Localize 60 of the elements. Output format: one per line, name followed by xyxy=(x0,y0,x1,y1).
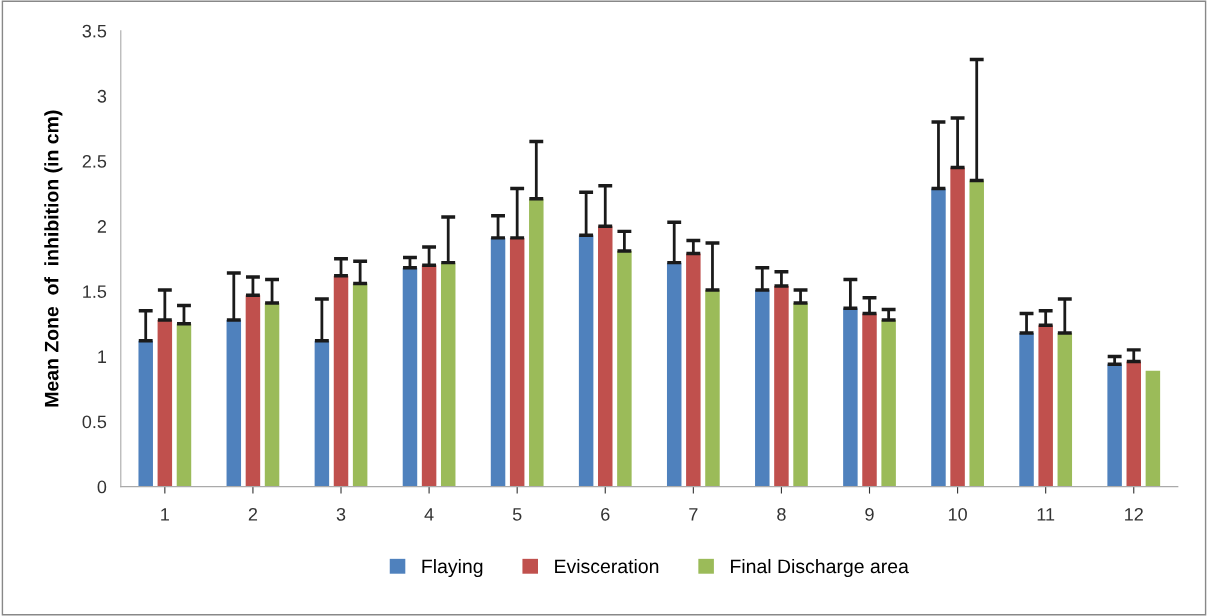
y-tick-label: 0.5 xyxy=(82,415,107,429)
y-tick-label: 0 xyxy=(97,480,107,494)
y-tick-label: 1 xyxy=(98,350,107,363)
bar xyxy=(793,303,808,487)
bar xyxy=(705,289,720,487)
bar xyxy=(1038,325,1053,487)
bar xyxy=(245,295,261,487)
x-tick-label: 2 xyxy=(248,507,258,521)
bar xyxy=(157,319,173,487)
x-tick-label: 11 xyxy=(1037,508,1055,521)
x-tick-label: 8 xyxy=(777,507,786,521)
bar xyxy=(440,262,456,487)
bar xyxy=(617,250,632,487)
x-tick-label: 1 xyxy=(161,508,169,521)
bar xyxy=(755,289,770,487)
x-tick-label: 12 xyxy=(1125,507,1143,521)
bar xyxy=(950,167,965,487)
bar xyxy=(1057,332,1073,487)
bar xyxy=(352,283,368,487)
bar xyxy=(1145,370,1161,487)
bar xyxy=(421,265,437,487)
bar xyxy=(686,253,701,487)
bar xyxy=(226,319,242,487)
x-tick-label: 5 xyxy=(512,508,522,521)
bar xyxy=(314,340,330,487)
y-tick-label: 1.5 xyxy=(83,285,107,298)
bar xyxy=(931,188,946,487)
bar xyxy=(598,226,613,487)
y-tick-label: 2.5 xyxy=(82,154,107,168)
bar xyxy=(774,286,789,487)
bar xyxy=(490,237,506,487)
y-tick-label: 3.5 xyxy=(82,24,107,38)
x-tick-label: 7 xyxy=(689,508,698,521)
bar xyxy=(843,308,858,487)
y-tick-label: 3 xyxy=(97,89,107,103)
legend-label: Evisceration xyxy=(555,558,659,574)
x-tick-label: 4 xyxy=(424,508,434,521)
x-tick-label: 9 xyxy=(865,507,874,521)
bar xyxy=(862,313,877,487)
bar xyxy=(578,235,594,487)
bar xyxy=(881,319,896,487)
legend-label: Final Discharge area xyxy=(731,558,909,578)
x-tick-label: 6 xyxy=(601,507,610,521)
y-axis-title: Mean Zone of inhibition (in cm) xyxy=(44,110,63,407)
legend-label: Flaying xyxy=(422,558,483,578)
bar xyxy=(1019,332,1034,487)
x-tick-label: 10 xyxy=(948,507,967,521)
bar xyxy=(1107,364,1122,487)
bar xyxy=(969,180,984,487)
bar xyxy=(509,237,525,487)
x-tick-label: 3 xyxy=(336,507,346,521)
bar xyxy=(1126,361,1142,487)
bar xyxy=(333,275,349,487)
bar xyxy=(138,340,153,487)
bar xyxy=(176,323,192,487)
bar xyxy=(666,262,682,487)
y-tick-label: 2 xyxy=(97,220,107,233)
bar xyxy=(402,267,418,487)
bar xyxy=(264,303,280,487)
bar xyxy=(529,198,544,487)
